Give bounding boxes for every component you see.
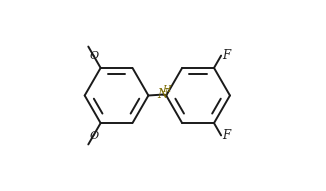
Text: O: O [90, 51, 99, 61]
Text: F: F [222, 129, 230, 142]
Text: O: O [90, 131, 99, 141]
Text: N: N [157, 88, 167, 101]
Text: H: H [162, 85, 171, 94]
Text: F: F [222, 49, 230, 62]
